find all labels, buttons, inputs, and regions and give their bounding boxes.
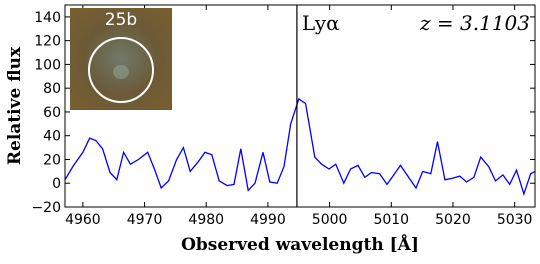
redshift-label: z = 3.1103 [419, 11, 530, 35]
y-axis-label: Relative flux [5, 46, 25, 165]
y-tick-label: 20 [43, 152, 61, 168]
x-tick-label: 4990 [250, 212, 286, 228]
y-tick-label: 60 [43, 105, 61, 121]
y-tick-label: −20 [31, 200, 61, 216]
y-tick-label: 80 [43, 81, 61, 97]
plot-frame [64, 4, 536, 208]
inset-image: 25b [70, 8, 172, 110]
x-tick-label: 5010 [373, 212, 409, 228]
y-tick-label: 120 [34, 34, 61, 50]
inset-background [70, 8, 172, 110]
x-axis-label: Observed wavelength [Å] [181, 233, 419, 255]
spectrum-line [64, 97, 536, 197]
x-tick-label: 4970 [127, 212, 163, 228]
y-tick-label: 140 [34, 10, 61, 26]
y-tick-label: 40 [43, 129, 61, 145]
y-tick-label: 0 [52, 176, 61, 192]
x-tick-label: 4960 [65, 212, 101, 228]
inset-label: 25b [105, 10, 137, 30]
source-blob [113, 65, 129, 79]
aperture-circle [88, 37, 154, 103]
x-tick-label: 5020 [435, 212, 471, 228]
lya-label: Lyα [302, 11, 340, 35]
y-tick-label: 100 [34, 57, 61, 73]
x-tick-label: 5030 [497, 212, 533, 228]
x-tick-label: 4980 [188, 212, 224, 228]
x-tick-label: 5000 [312, 212, 348, 228]
